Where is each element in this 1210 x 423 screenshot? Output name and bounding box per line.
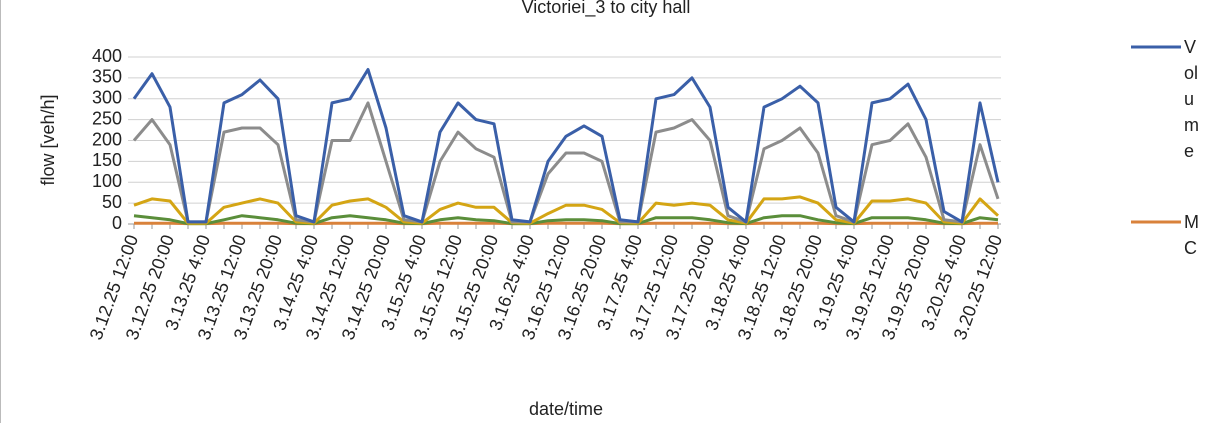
y-tick-label: 50 xyxy=(102,192,122,212)
x-axis-title: date/time xyxy=(529,399,603,419)
legend-label: MC xyxy=(1184,212,1199,258)
y-tick-label: 350 xyxy=(92,67,122,87)
y-tick-label: 150 xyxy=(92,150,122,170)
y-axis-title: flow [veh/h] xyxy=(38,94,58,185)
y-tick-label: 0 xyxy=(112,213,122,233)
y-tick-label: 250 xyxy=(92,108,122,128)
y-tick-label: 100 xyxy=(92,171,122,191)
legend-label: Volume xyxy=(1184,37,1199,161)
y-tick-label: 400 xyxy=(92,46,122,66)
y-tick-label: 200 xyxy=(92,129,122,149)
y-tick-label: 300 xyxy=(92,88,122,108)
series-line xyxy=(132,68,1000,224)
chart-title: Victoriei_3 to city hall xyxy=(522,0,691,18)
